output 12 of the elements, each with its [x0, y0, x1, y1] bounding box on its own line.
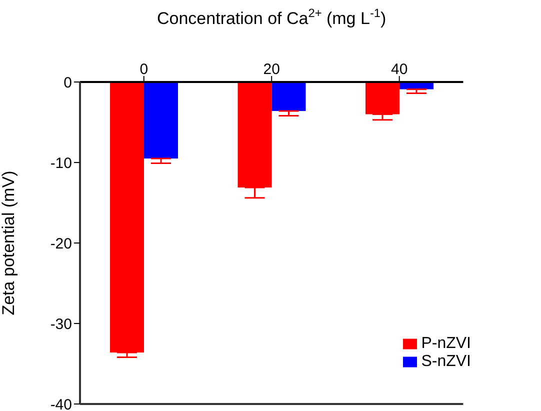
- y-tick-label: -10: [50, 154, 72, 172]
- x-tick-label: 40: [390, 61, 408, 78]
- legend-label: S-nZVI: [421, 353, 471, 370]
- y-tick-label: -30: [50, 316, 72, 333]
- x-tick-label: 20: [263, 61, 280, 78]
- y-tick-label: -40: [50, 396, 72, 411]
- y-tick-label: 0: [64, 74, 72, 92]
- y-axis-title: Zeta potential (mV): [0, 170, 18, 316]
- x-tick-label: 0: [140, 61, 148, 78]
- x-axis-title: Concentration of Ca$^{2+}$ (mg L$^{-1}$): [157, 6, 386, 28]
- legend-label: P-nZVI: [421, 335, 471, 352]
- y-tick-label: -20: [50, 235, 72, 252]
